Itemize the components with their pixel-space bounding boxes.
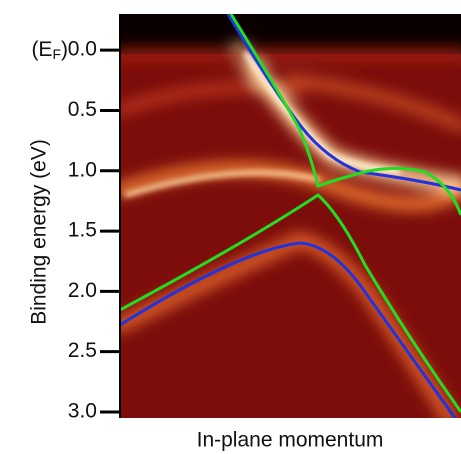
y-tick-label: 1.5	[68, 219, 97, 242]
y-tick-label: 1.0	[68, 158, 97, 181]
y-tick-label: 0.5	[68, 98, 97, 121]
x-axis-label: In-plane momentum	[197, 429, 384, 452]
y-axis-label: Binding energy (eV)	[28, 139, 51, 325]
y-tick-label: 2.5	[68, 339, 97, 362]
y-tick-label: 3.0	[68, 400, 97, 423]
y-tick-label: 2.0	[68, 279, 97, 302]
intensity-map	[120, 14, 461, 418]
ef-label: (EF)	[31, 38, 68, 62]
y-tick-label: 0.0	[68, 38, 97, 61]
